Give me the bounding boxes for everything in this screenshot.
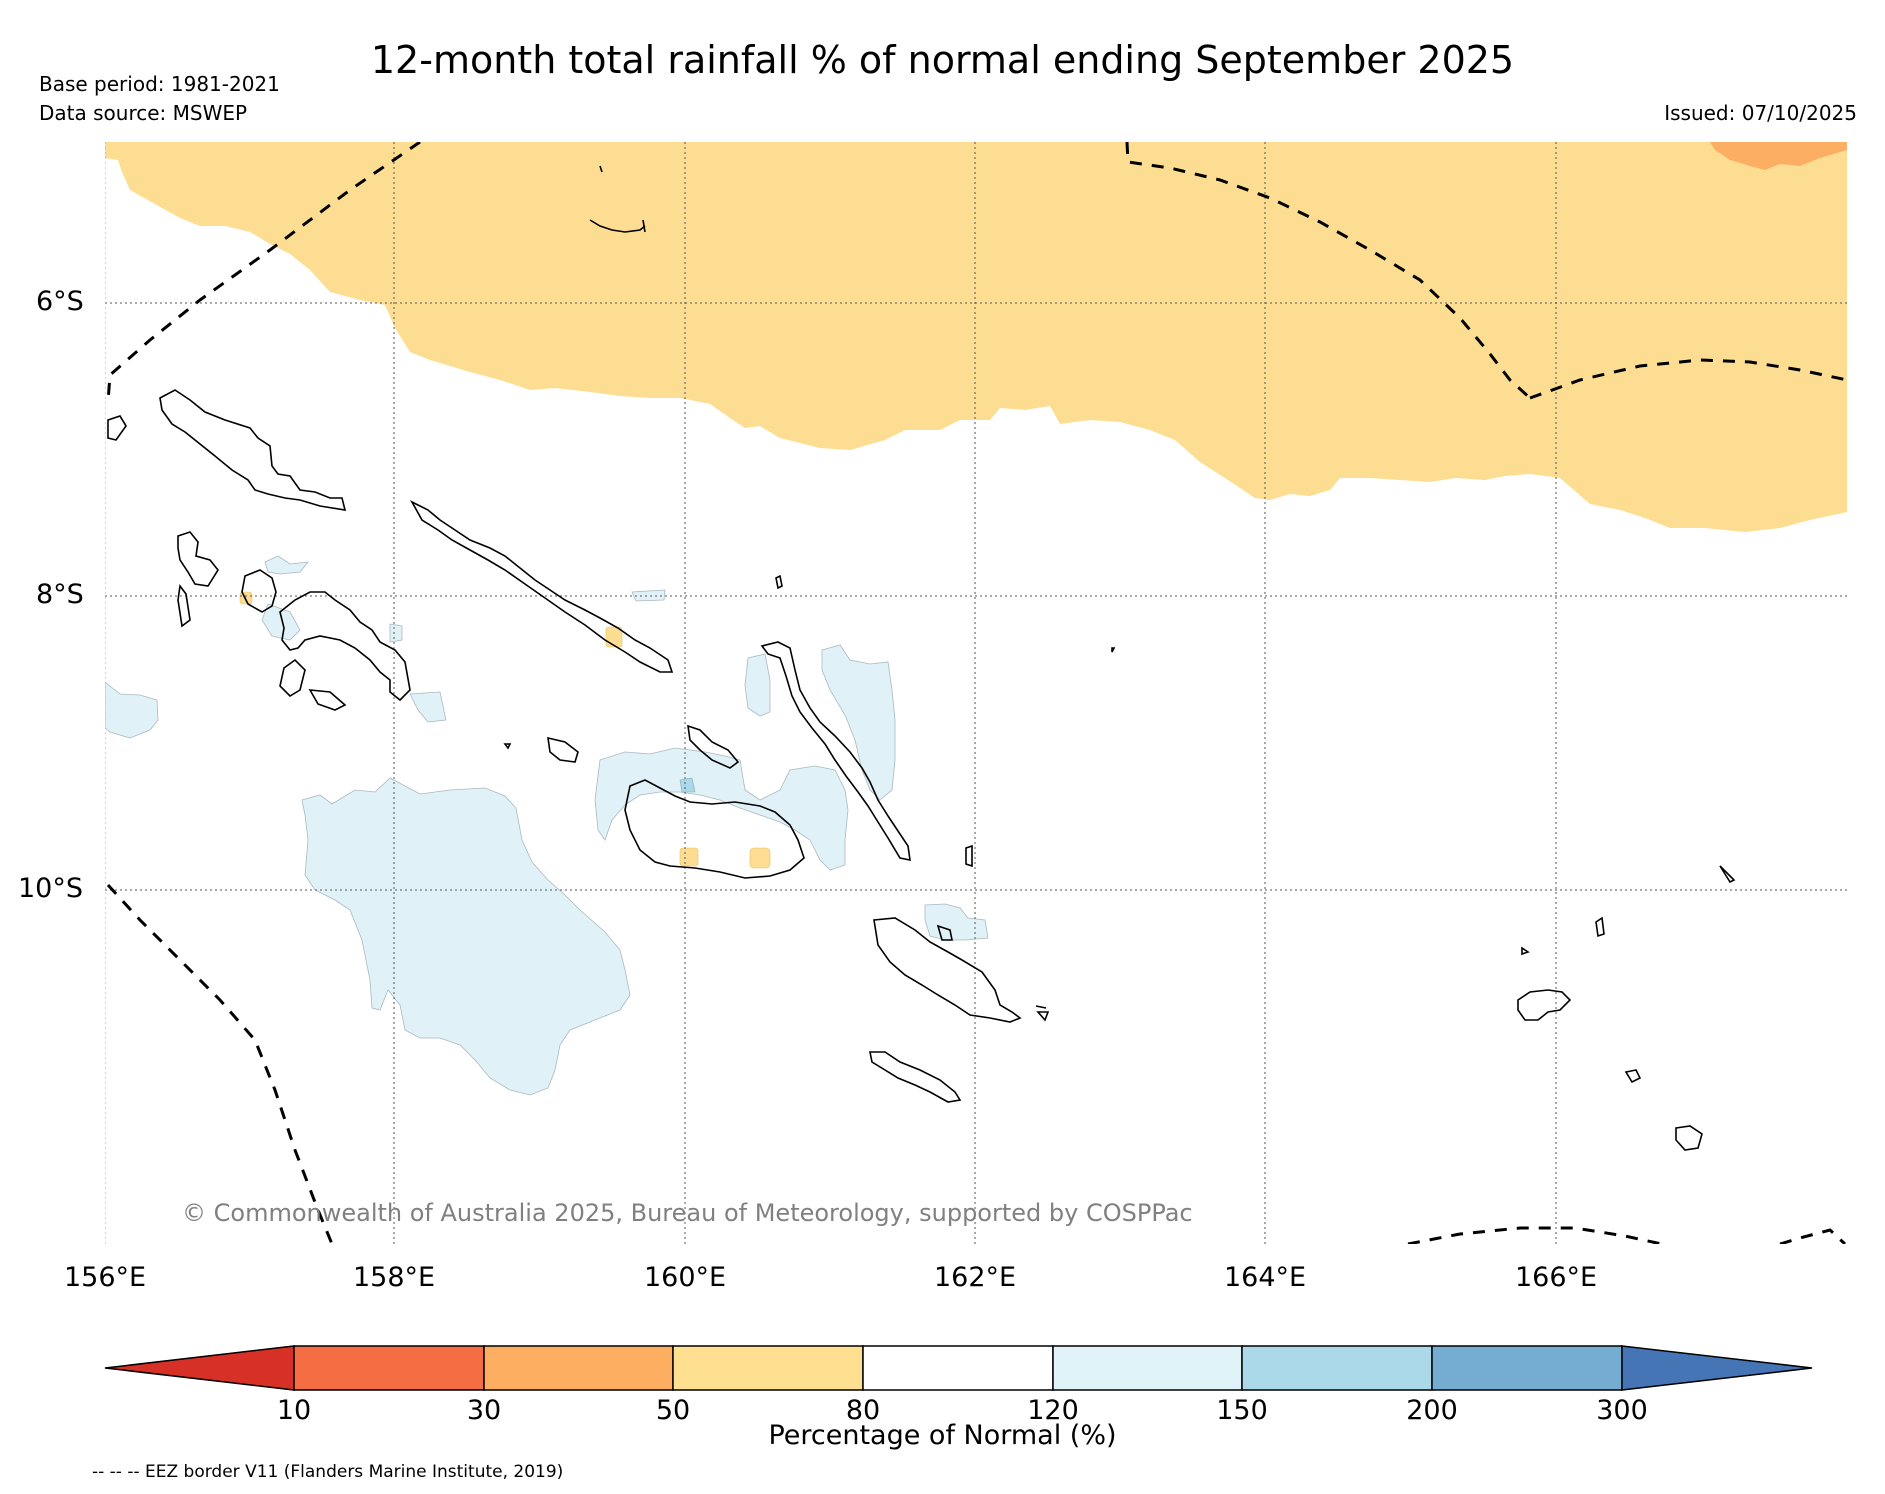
colorbar-tick: 300 bbox=[1596, 1395, 1648, 1426]
colorbar-bin-80-120 bbox=[862, 1345, 1054, 1391]
eez-borders bbox=[106, 142, 1847, 1244]
colorbar-bin-150-200 bbox=[1241, 1345, 1433, 1391]
colorbar-extend-low bbox=[104, 1345, 295, 1391]
eez-legend-note: -- -- -- EEZ border V11 (Flanders Marine… bbox=[92, 1462, 564, 1482]
lat-label-8s: 8°S bbox=[36, 579, 84, 610]
lon-label-160e: 160°E bbox=[644, 1262, 727, 1293]
lon-label-162e: 162°E bbox=[934, 1262, 1017, 1293]
colorbar bbox=[104, 1345, 1813, 1391]
colorbar-tick: 200 bbox=[1406, 1395, 1458, 1426]
colorbar-bin-120-150 bbox=[1052, 1345, 1243, 1391]
copyright-notice: © Commonwealth of Australia 2025, Bureau… bbox=[182, 1199, 1193, 1227]
lon-label-164e: 164°E bbox=[1224, 1262, 1307, 1293]
colorbar-bin-200-300 bbox=[1431, 1345, 1623, 1391]
colorbar-bin-10-30 bbox=[293, 1345, 485, 1391]
dry-region-north bbox=[105, 142, 1847, 532]
lat-label-10s: 10°S bbox=[18, 873, 83, 904]
wetter-patch bbox=[679, 777, 696, 793]
data-source-label: Data source: MSWEP bbox=[39, 101, 248, 125]
lat-label-6s: 6°S bbox=[36, 286, 84, 317]
colorbar-tick: 50 bbox=[655, 1395, 691, 1426]
wet-regions bbox=[105, 555, 989, 1096]
colorbar-extend-high bbox=[1621, 1345, 1813, 1391]
colorbar-bin-50-80 bbox=[672, 1345, 864, 1391]
very-dry-patch bbox=[1710, 142, 1847, 170]
colorbar-tick: 30 bbox=[466, 1395, 502, 1426]
issued-date-label: Issued: 07/10/2025 bbox=[1664, 101, 1857, 125]
lon-label-166e: 166°E bbox=[1515, 1262, 1598, 1293]
coastlines bbox=[107, 165, 1736, 1151]
base-period-label: Base period: 1981-2021 bbox=[39, 72, 280, 96]
map-title: 12-month total rainfall % of normal endi… bbox=[370, 38, 1515, 82]
lon-label-158e: 158°E bbox=[353, 1262, 436, 1293]
lon-label-156e: 156°E bbox=[64, 1262, 147, 1293]
colorbar-bin-30-50 bbox=[483, 1345, 674, 1391]
colorbar-tick: 150 bbox=[1216, 1395, 1268, 1426]
colorbar-tick: 10 bbox=[276, 1395, 312, 1426]
colorbar-tick: 120 bbox=[1027, 1395, 1079, 1426]
colorbar-tick: 80 bbox=[845, 1395, 881, 1426]
colorbar-label: Percentage of Normal (%) bbox=[768, 1420, 1117, 1451]
graticule bbox=[105, 142, 1847, 1244]
